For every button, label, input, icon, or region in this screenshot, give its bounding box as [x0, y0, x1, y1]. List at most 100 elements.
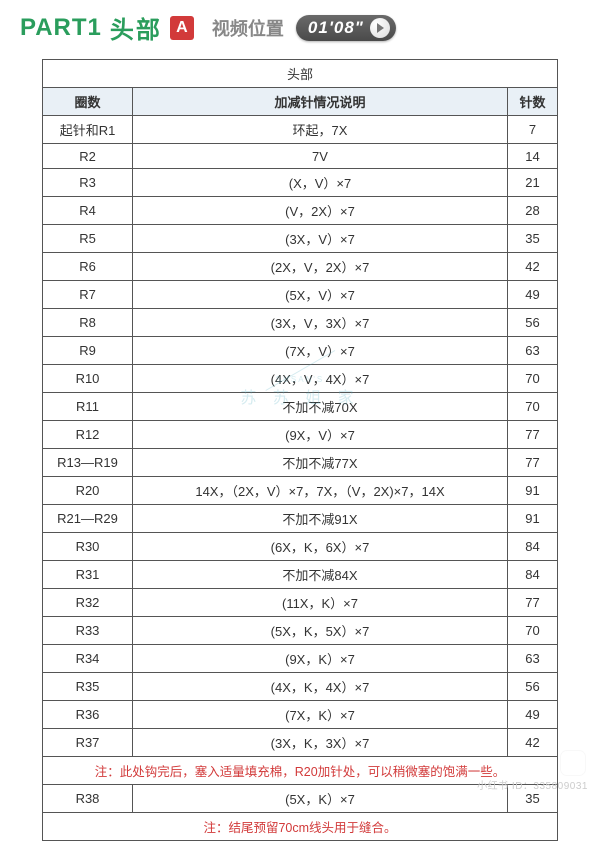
cell-count: 70	[507, 393, 557, 421]
cell-count: 14	[507, 144, 557, 169]
cell-desc: 环起，7X	[133, 116, 508, 144]
part-label: PART1	[20, 14, 102, 42]
section-name: 头部	[110, 10, 162, 45]
cell-round: R33	[43, 617, 133, 645]
cell-desc: 不加不减91X	[133, 505, 508, 533]
cell-count: 56	[507, 309, 557, 337]
cell-count: 7	[507, 116, 557, 144]
cell-count: 49	[507, 281, 557, 309]
cell-round: R7	[43, 281, 133, 309]
cell-desc: (11X，K）×7	[133, 589, 508, 617]
cell-count: 77	[507, 589, 557, 617]
cell-desc: (2X，V，2X）×7	[133, 253, 508, 281]
cell-desc: (4X，V，4X）×7	[133, 365, 508, 393]
cell-round: R30	[43, 533, 133, 561]
col-header-count: 针数	[507, 88, 557, 116]
cell-round: R34	[43, 645, 133, 673]
cell-count: 84	[507, 561, 557, 589]
table-row: R21—R29不加不减91X91	[43, 505, 558, 533]
cell-count: 91	[507, 477, 557, 505]
cell-round: R35	[43, 673, 133, 701]
cell-desc: (9X，K）×7	[133, 645, 508, 673]
cell-desc: 14X，（2X，V）×7，7X，（V，2X)×7，14X	[133, 477, 508, 505]
cell-desc: (5X，K，5X）×7	[133, 617, 508, 645]
cell-round: R2	[43, 144, 133, 169]
cell-count: 63	[507, 645, 557, 673]
cell-round: R10	[43, 365, 133, 393]
cell-desc: (7X，V）×7	[133, 337, 508, 365]
table-title-row: 头部	[43, 60, 558, 88]
cell-count: 91	[507, 505, 557, 533]
cell-count: 35	[507, 225, 557, 253]
footer-id: 小红书 ID：335809031	[477, 777, 588, 792]
cell-desc: 不加不减84X	[133, 561, 508, 589]
cell-round: R31	[43, 561, 133, 589]
table-row: R6(2X，V，2X）×742	[43, 253, 558, 281]
note-row: 注：结尾预留70cm线头用于缝合。	[43, 813, 558, 841]
col-header-round: 圈数	[43, 88, 133, 116]
table-row: R2014X，（2X，V）×7，7X，（V，2X)×7，14X91	[43, 477, 558, 505]
cell-round: R8	[43, 309, 133, 337]
cell-count: 77	[507, 449, 557, 477]
cell-desc: 不加不减70X	[133, 393, 508, 421]
page-header: PART1 头部 A 视频位置 01'08"	[0, 0, 600, 59]
table-row: R10(4X，V，4X）×770	[43, 365, 558, 393]
cell-desc: (3X，V）×7	[133, 225, 508, 253]
cell-round: R38	[43, 785, 133, 813]
table-title: 头部	[43, 60, 558, 88]
cell-round: R12	[43, 421, 133, 449]
table-row: R30(6X，K，6X）×784	[43, 533, 558, 561]
cell-count: 77	[507, 421, 557, 449]
cell-round: R13—R19	[43, 449, 133, 477]
cell-desc: 不加不减77X	[133, 449, 508, 477]
table-row: R8(3X，V，3X）×756	[43, 309, 558, 337]
table-row: R33(5X，K，5X）×770	[43, 617, 558, 645]
note-text: 注：结尾预留70cm线头用于缝合。	[43, 813, 558, 841]
table-row: R27V14	[43, 144, 558, 169]
cell-count: 21	[507, 169, 557, 197]
table-row: R12(9X，V）×777	[43, 421, 558, 449]
cell-round: R37	[43, 729, 133, 757]
table-row: R13—R19不加不减77X77	[43, 449, 558, 477]
cell-round: R36	[43, 701, 133, 729]
timestamp-text: 01'08"	[308, 18, 364, 38]
cell-count: 42	[507, 253, 557, 281]
cell-desc: (3X，K，3X）×7	[133, 729, 508, 757]
timestamp-pill[interactable]: 01'08"	[296, 15, 396, 41]
table-row: R35(4X，K，4X）×756	[43, 673, 558, 701]
cell-desc: (6X，K，6X）×7	[133, 533, 508, 561]
col-header-desc: 加减针情况说明	[133, 88, 508, 116]
cell-round: R5	[43, 225, 133, 253]
cell-desc: (X，V）×7	[133, 169, 508, 197]
cell-round: R9	[43, 337, 133, 365]
cell-count: 28	[507, 197, 557, 225]
pattern-table: 头部 圈数 加减针情况说明 针数 起针和R1环起，7X7R27V14R3(X，V…	[42, 59, 558, 841]
cell-count: 70	[507, 617, 557, 645]
table-header-row: 圈数 加减针情况说明 针数	[43, 88, 558, 116]
cell-desc: (V，2X）×7	[133, 197, 508, 225]
cell-count: 56	[507, 673, 557, 701]
video-position-label: 视频位置	[208, 15, 288, 41]
table-row: R31不加不减84X84	[43, 561, 558, 589]
cell-desc: (4X，K，4X）×7	[133, 673, 508, 701]
cell-count: 42	[507, 729, 557, 757]
cell-desc: 7V	[133, 144, 508, 169]
cell-count: 63	[507, 337, 557, 365]
cell-round: R20	[43, 477, 133, 505]
table-row: R37(3X，K，3X）×742	[43, 729, 558, 757]
table-row: 起针和R1环起，7X7	[43, 116, 558, 144]
cell-desc: (5X，V）×7	[133, 281, 508, 309]
table-row: R34(9X，K）×763	[43, 645, 558, 673]
table-row: R11不加不减70X70	[43, 393, 558, 421]
cell-count: 84	[507, 533, 557, 561]
table-row: R5(3X，V）×735	[43, 225, 558, 253]
cell-desc: (9X，V）×7	[133, 421, 508, 449]
cell-count: 49	[507, 701, 557, 729]
table-row: R7(5X，V）×749	[43, 281, 558, 309]
cell-round: R32	[43, 589, 133, 617]
cell-round: R11	[43, 393, 133, 421]
cell-desc: (3X，V，3X）×7	[133, 309, 508, 337]
cell-round: R3	[43, 169, 133, 197]
table-row: R9(7X，V）×763	[43, 337, 558, 365]
letter-badge: A	[170, 16, 194, 40]
